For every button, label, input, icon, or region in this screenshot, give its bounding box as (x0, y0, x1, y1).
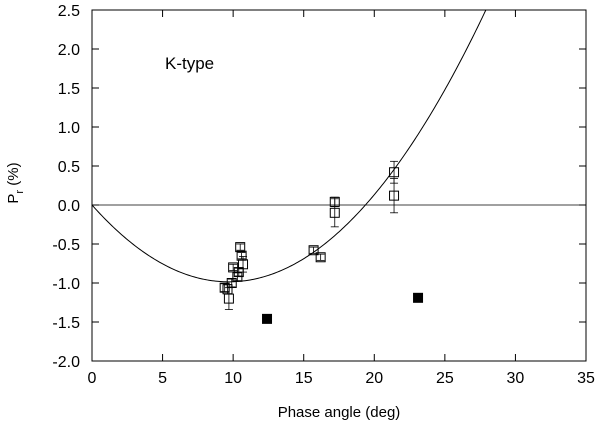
x-axis-label: Phase angle (deg) (278, 404, 401, 421)
y-axis-label-main: P (5, 194, 22, 204)
open-square-point (308, 245, 319, 256)
open-square-marker (226, 278, 237, 288)
y-tick-label: 1.5 (58, 81, 80, 98)
x-tick-label: 5 (158, 370, 167, 387)
x-tick-label: 20 (365, 370, 383, 387)
open-square-marker (223, 293, 234, 304)
x-tick-label: 25 (436, 370, 454, 387)
open-square-marker (329, 207, 340, 218)
filled-square-point (413, 292, 424, 303)
y-tick-label: -1.0 (52, 276, 80, 293)
k-type-annotation: K-type (165, 54, 214, 73)
y-axis-label-subscript: r (14, 190, 26, 194)
y-axis-label: Pr (%) (5, 162, 26, 203)
open-square-point (226, 278, 237, 288)
x-tick-label: 35 (577, 370, 595, 387)
y-axis-label-unit: (%) (5, 162, 22, 190)
open-square-point (389, 178, 400, 214)
y-tick-label: 0.5 (58, 159, 80, 176)
x-tick-label: 10 (224, 370, 242, 387)
y-tick-label: -1.5 (52, 315, 80, 332)
data-points-layer (219, 160, 424, 324)
open-square-point (315, 252, 326, 263)
open-square-point (329, 198, 340, 228)
filled-square-point (262, 313, 273, 324)
fit-curve (92, 10, 487, 283)
labels-layer: K-type Phase angle (deg) Pr (%) (5, 54, 400, 421)
open-square-marker (238, 259, 249, 270)
open-square-point (235, 242, 246, 253)
x-tick-label: 15 (295, 370, 313, 387)
y-tick-label: -0.5 (52, 237, 80, 254)
y-tick-label: -2.0 (52, 354, 80, 371)
open-square-point (238, 256, 249, 273)
open-square-marker (308, 245, 319, 256)
open-square-point (236, 250, 247, 261)
fit-curve-layer (92, 10, 487, 283)
axes-layer: 0 5 10 15 20 25 30 35 2.5 2.0 1.5 1.0 0.5 0.0 -0.5 -1.0… (52, 3, 595, 387)
y-tick-label: 2.0 (58, 42, 80, 59)
open-square-marker (315, 252, 326, 263)
x-tick-label: 30 (507, 370, 525, 387)
y-tick-label: 2.5 (58, 3, 80, 20)
x-tick-label: 0 (88, 370, 97, 387)
open-square-marker (389, 190, 400, 201)
open-square-marker (389, 167, 400, 178)
y-tick-label: 1.0 (58, 120, 80, 137)
y-tick-label: 0.0 (58, 198, 80, 215)
plot-frame (91, 9, 587, 362)
